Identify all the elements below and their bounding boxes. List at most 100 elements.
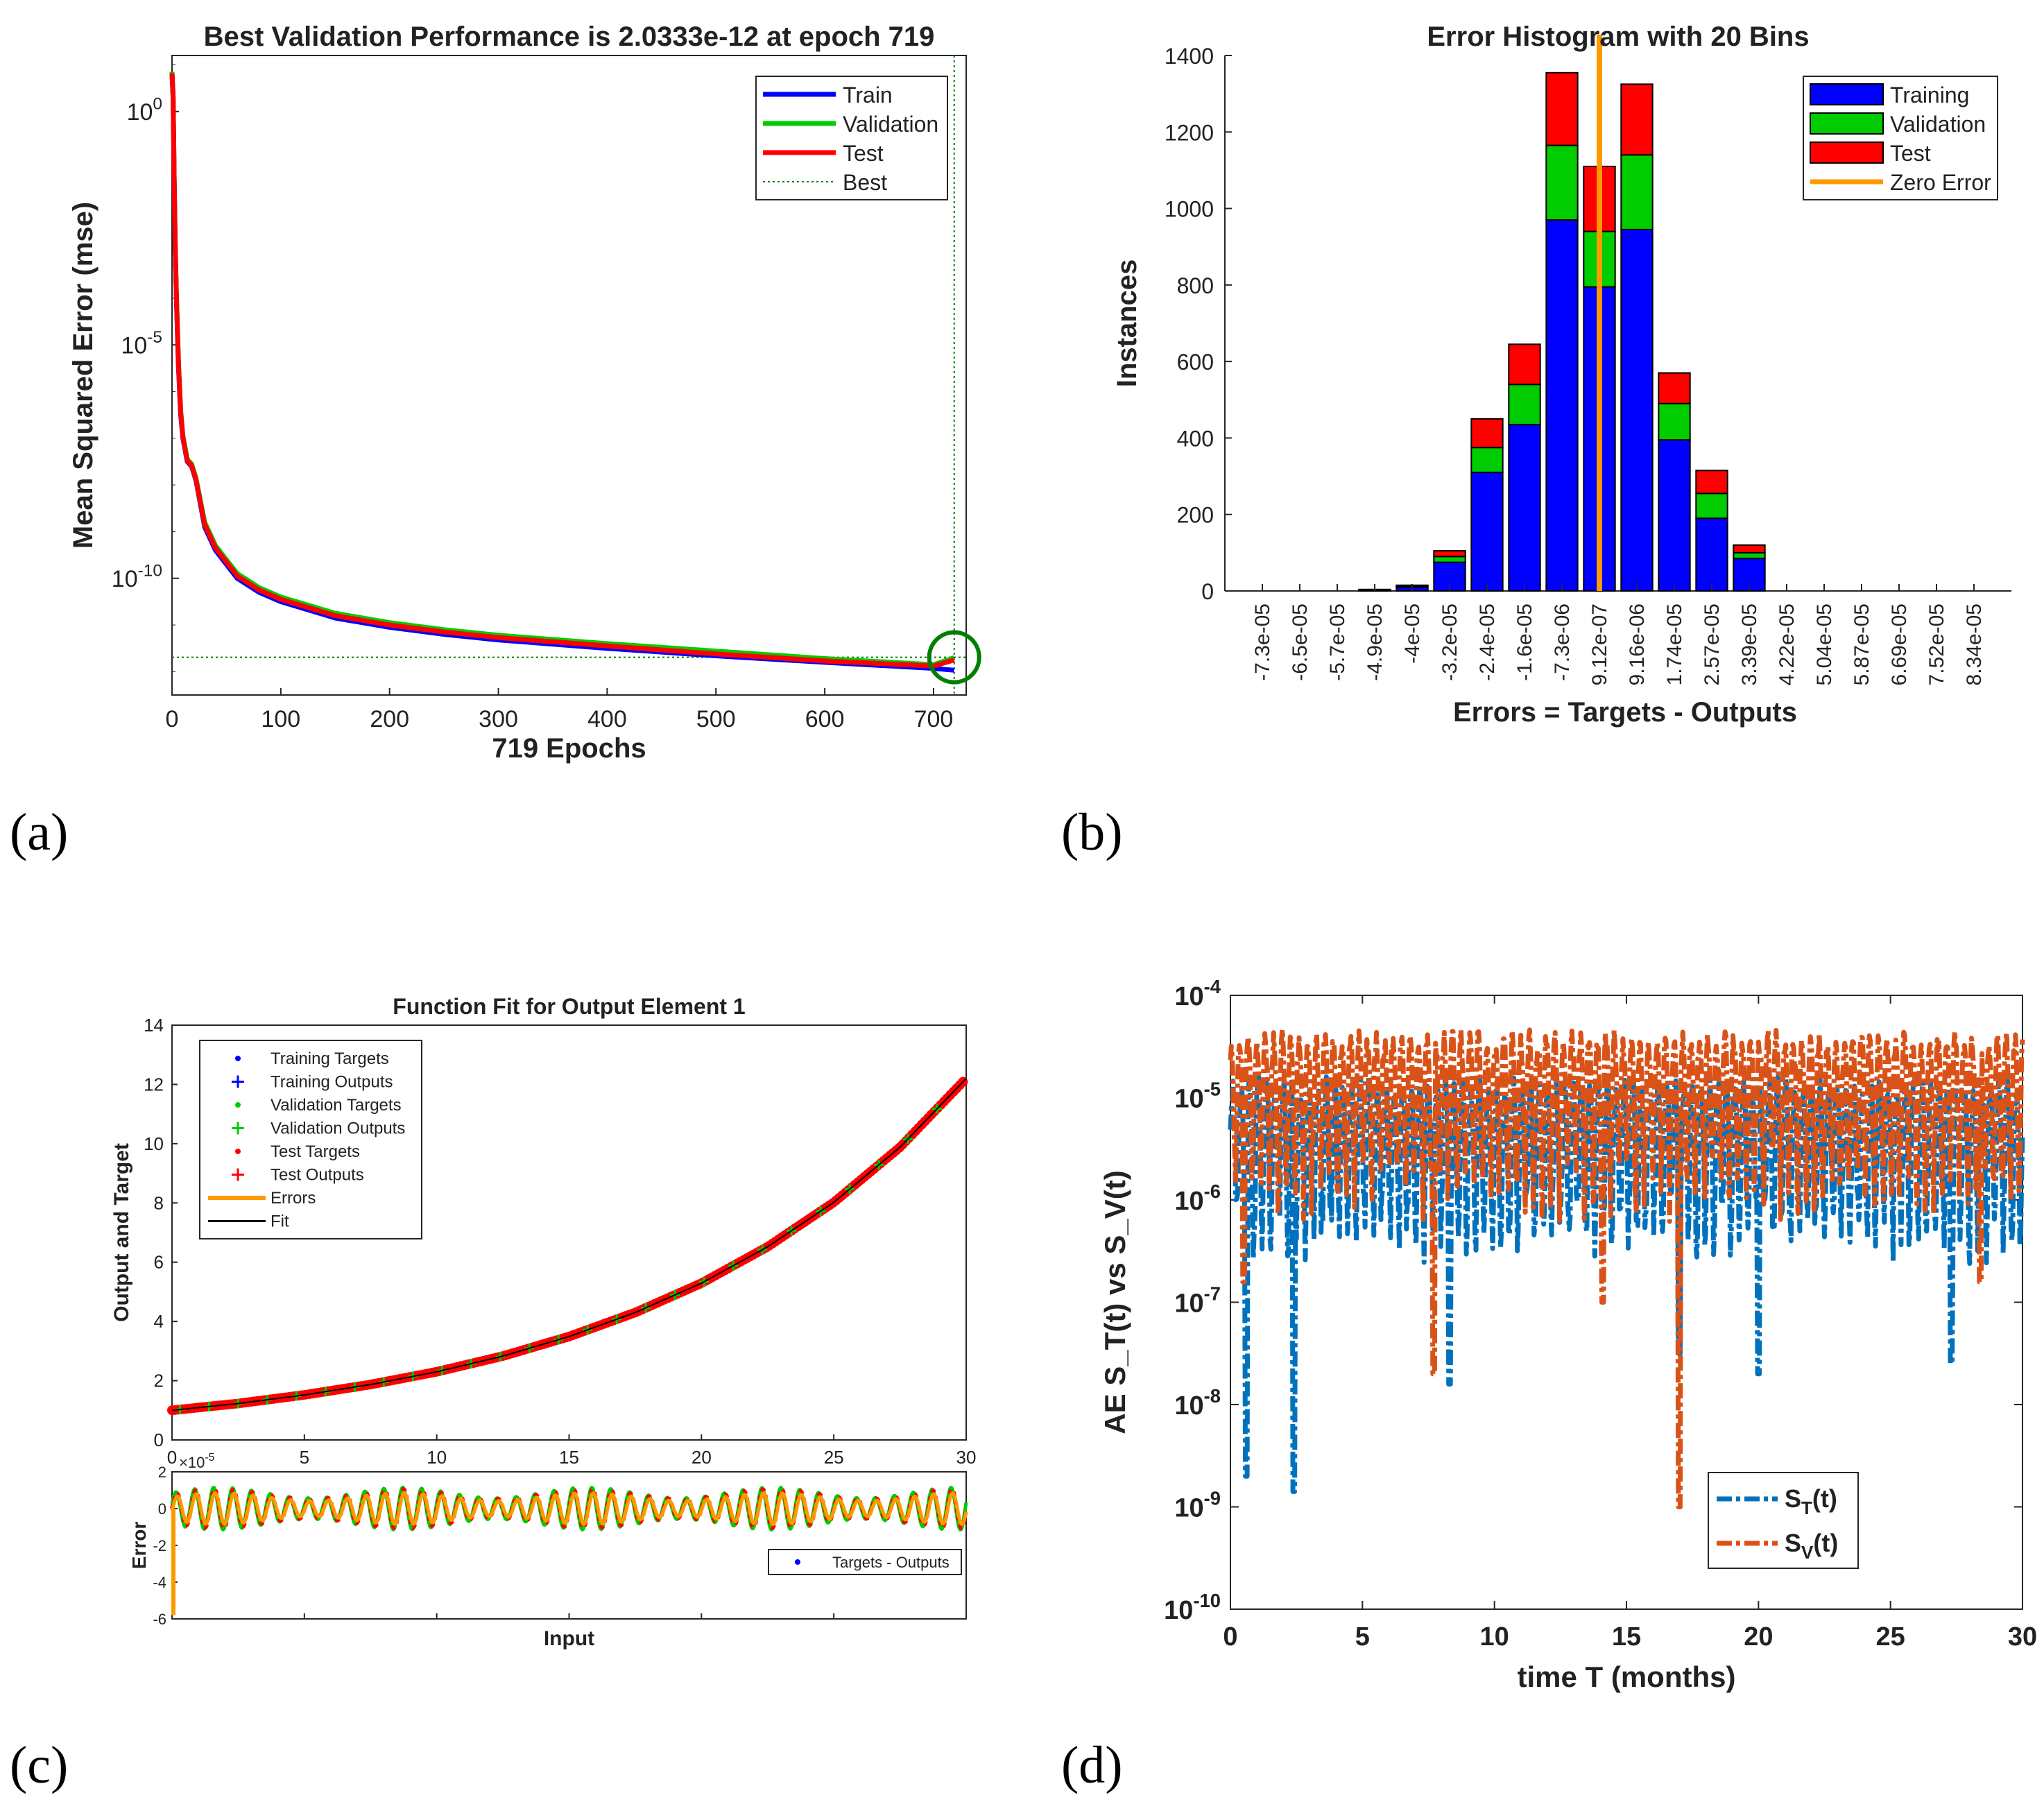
error-line: [170, 1491, 968, 1527]
legend-label: ST(t): [1785, 1484, 1837, 1518]
fit-line: [171, 1078, 967, 1411]
bar-test: [1620, 83, 1654, 156]
y-tick-label: 10-10: [1164, 1590, 1221, 1625]
x-tick-label: 2.57e-05: [1701, 603, 1724, 685]
legend-swatch: [232, 1168, 244, 1181]
legend-swatch: [235, 1102, 241, 1108]
legend-swatch: [795, 1559, 800, 1565]
y-tick-label: 400: [1177, 426, 1214, 451]
bar-training: [1545, 219, 1579, 592]
bar-test: [1695, 470, 1728, 495]
x-tick-label: 4.22e-05: [1776, 603, 1798, 685]
bar-training: [1620, 228, 1654, 592]
x-tick-label: 30: [2008, 1622, 2037, 1651]
x-tick-label: 0: [1223, 1622, 1237, 1651]
bar-test: [1658, 372, 1691, 404]
legend-swatch: [1810, 112, 1884, 135]
y-tick-label: 10: [144, 1133, 164, 1154]
x-tick-label: 500: [696, 706, 736, 732]
y-tick-label: 0: [158, 1500, 166, 1518]
x-tick-label: 15: [1612, 1622, 1641, 1651]
x-tick-label: 5: [300, 1447, 309, 1468]
legend-swatch: [235, 1149, 241, 1154]
legend-label: Train: [843, 83, 893, 108]
panel-b-error-histogram: 0 200 400 600 800 1000 1200 1400 -7.3e-05 -6.5e-0…: [1112, 22, 2011, 728]
panel-label-b: (b): [1061, 803, 1123, 861]
y-axis-label: Instances: [1112, 259, 1142, 388]
legend-label: SV(t): [1785, 1529, 1838, 1563]
legend-swatch: [232, 1122, 244, 1135]
y-tick-label: 1200: [1165, 120, 1214, 145]
y-tick-label: -6: [153, 1611, 166, 1628]
legend-label: Test: [843, 141, 884, 166]
x-tick-label: 600: [805, 706, 845, 732]
x-tick-label: 300: [479, 706, 518, 732]
y-tick-label: 10-5: [1174, 1078, 1221, 1113]
x-tick-label: 400: [587, 706, 627, 732]
legend-swatch: [232, 1075, 244, 1088]
x-tick-label: 8.34e-05: [1963, 603, 1986, 685]
y-tick-label: -4: [153, 1574, 166, 1591]
x-tick-label: -4e-05: [1401, 603, 1424, 664]
panel-label-d: (d): [1061, 1736, 1123, 1794]
x-tick-label: -7.3e-06: [1551, 603, 1574, 681]
x-tick-label: 25: [1876, 1622, 1905, 1651]
legend-box-error: [768, 1549, 962, 1575]
panel-d-absolute-error: 0 5 10 15 20 25 30 10-4 10-5 10-6 10-7 10-8 10-9 10-1…: [1099, 976, 2037, 1693]
x-tick-label: -2.4e-05: [1476, 603, 1499, 681]
y-tick-label: -2: [153, 1537, 166, 1554]
y-axis-label: AE S_T(t) vs S_V(t): [1099, 1170, 1131, 1434]
chart-title: Error Histogram with 20 Bins: [1427, 22, 1809, 52]
panel-a-performance-chart: 0 100 200 300 400 500 600 700 100 10-5 10-10 Best V…: [68, 22, 981, 764]
x-tick-label: 1.74e-05: [1663, 603, 1686, 685]
legend-swatch: [235, 1056, 241, 1061]
x-tick-label: 10: [427, 1447, 447, 1468]
y-tick-label: 200: [1177, 503, 1214, 528]
legend-label: Training: [1890, 83, 1969, 108]
y-tick-label: 4: [154, 1311, 164, 1332]
x-axis-label: Errors = Targets - Outputs: [1453, 697, 1797, 728]
bar-training: [1508, 424, 1541, 592]
y-tick-label: 10-6: [1174, 1181, 1221, 1216]
bar-validation: [1733, 551, 1766, 560]
y-tick-label: 14: [144, 1015, 164, 1036]
bar-training: [1658, 439, 1691, 592]
bar-validation: [1695, 492, 1728, 520]
bar-test: [1545, 71, 1579, 146]
series-line-v: [1228, 1027, 2025, 1509]
x-tick-label: 7.52e-05: [1925, 603, 1948, 685]
legend-label: Test Targets: [270, 1142, 360, 1161]
legend-label: Errors: [270, 1189, 316, 1208]
bar-test: [1470, 418, 1504, 449]
legend-label: Validation: [843, 112, 938, 137]
y-tick-label: 100: [127, 94, 162, 125]
bar-validation: [1658, 402, 1691, 441]
y-tick-label: 0: [154, 1430, 164, 1450]
legend-label: Zero Error: [1890, 170, 1991, 195]
chart-title: Function Fit for Output Element 1: [393, 994, 745, 1019]
x-axis-label: 719 Epochs: [492, 733, 646, 764]
bar-test: [1733, 544, 1766, 554]
y-tick-label: 1000: [1165, 197, 1214, 222]
x-tick-label: 20: [692, 1447, 712, 1468]
y-axis-label: Output and Target: [110, 1143, 133, 1322]
y-tick-label: 6: [154, 1252, 164, 1273]
x-axis-label: time T (months): [1518, 1661, 1736, 1693]
y-tick-label: 800: [1177, 273, 1214, 298]
x-tick-label: -5.7e-05: [1326, 603, 1349, 681]
x-axis-label: Input: [544, 1627, 594, 1650]
legend-label: Fit: [270, 1212, 289, 1231]
legend-label: Best: [843, 170, 887, 195]
bar-validation: [1620, 154, 1654, 230]
legend-label: Validation Targets: [270, 1096, 402, 1115]
x-tick-label: 0: [167, 1447, 177, 1468]
series-line-test: [169, 73, 955, 669]
y-tick-label: 10-4: [1174, 976, 1221, 1011]
x-tick-label: 9.16e-06: [1626, 603, 1649, 685]
legend-label: Test Outputs: [270, 1166, 364, 1185]
x-tick-label: 25: [824, 1447, 844, 1468]
legend-label: Targets - Outputs: [832, 1554, 950, 1571]
x-tick-label: 5.04e-05: [1813, 603, 1836, 685]
x-tick-label: 15: [559, 1447, 579, 1468]
